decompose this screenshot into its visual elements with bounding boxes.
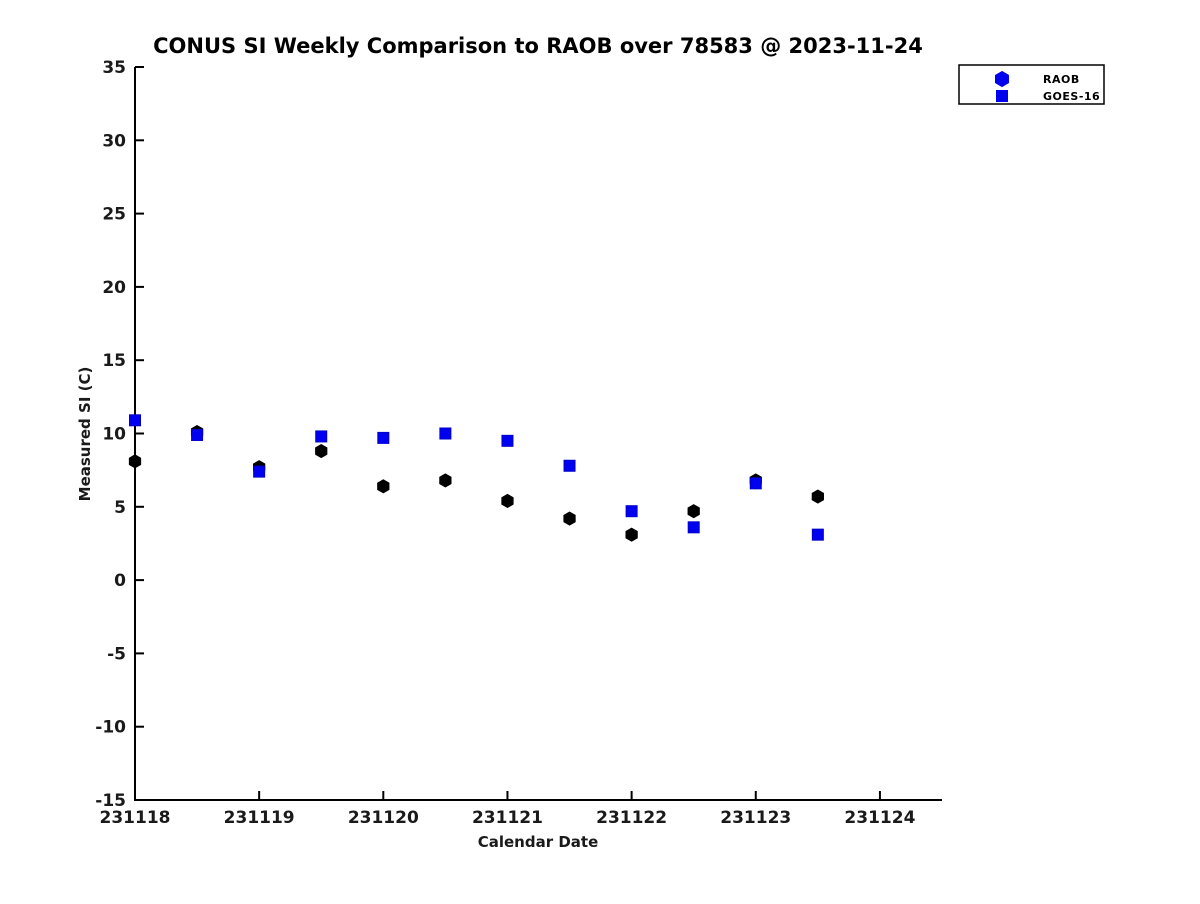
y-tick-label: -10 <box>95 718 126 738</box>
raob-data-point <box>315 444 328 459</box>
legend-box <box>958 64 1105 105</box>
y-tick-label: 25 <box>102 205 126 225</box>
y-tick-label: 20 <box>102 278 126 298</box>
y-tick-label: 0 <box>114 571 126 591</box>
goes-16-data-point <box>687 521 700 534</box>
y-tick-label: -5 <box>107 644 126 664</box>
legend-entry-goes: GOES-16 <box>1043 90 1100 103</box>
goes-16-data-point <box>439 427 452 440</box>
x-tick-label: 231120 <box>348 808 419 828</box>
raob-data-point <box>439 473 452 488</box>
goes-legend-marker-icon <box>996 90 1008 102</box>
goes-16-data-point <box>129 414 141 427</box>
goes-16-data-point <box>191 428 204 441</box>
raob-data-point <box>501 493 514 509</box>
goes-16-data-point <box>625 505 638 518</box>
goes-16-data-point <box>563 459 576 472</box>
goes-16-data-point <box>315 430 328 443</box>
x-axis-ticks: 231118 231119 231120 231121 231122 231123 2311… <box>100 791 916 828</box>
y-axis-ticks: -15 -10 -5 0 5 10 15 20 25 30 35 <box>95 58 144 811</box>
raob-data-point <box>625 527 638 542</box>
raob-points <box>128 424 824 542</box>
x-tick-label: 231124 <box>844 808 915 828</box>
y-tick-label: 5 <box>114 498 126 518</box>
raob-legend-marker-icon <box>995 70 1009 88</box>
y-tick-label: 35 <box>102 58 126 78</box>
goes-16-data-point <box>253 465 266 478</box>
x-tick-label: 231119 <box>224 808 295 828</box>
raob-data-point <box>377 479 390 494</box>
raob-data-point <box>128 454 142 469</box>
x-tick-label: 231121 <box>472 808 543 828</box>
legend: RAOB GOES-16 <box>958 64 1105 105</box>
raob-data-point <box>811 489 824 504</box>
y-tick-label: 30 <box>102 131 126 151</box>
y-tick-label: 15 <box>102 351 126 371</box>
goes-16-data-point <box>811 528 824 541</box>
goes-16-data-point <box>501 434 514 447</box>
x-tick-label: 231122 <box>596 808 667 828</box>
y-tick-label: -15 <box>95 791 126 811</box>
goes-16-data-point <box>749 477 762 490</box>
raob-data-point <box>563 511 576 526</box>
x-tick-label: 231118 <box>100 808 171 828</box>
goes-points <box>129 414 824 541</box>
raob-data-point <box>687 504 700 519</box>
x-tick-label: 231123 <box>720 808 791 828</box>
chart-title: CONUS SI Weekly Comparison to RAOB over … <box>153 34 923 58</box>
x-axis-label: Calendar Date <box>478 833 599 851</box>
legend-entry-raob: RAOB <box>1043 73 1080 86</box>
goes-16-data-point <box>377 431 390 444</box>
y-axis-label: Measured SI (C) <box>76 367 94 502</box>
y-tick-label: 10 <box>102 425 126 445</box>
